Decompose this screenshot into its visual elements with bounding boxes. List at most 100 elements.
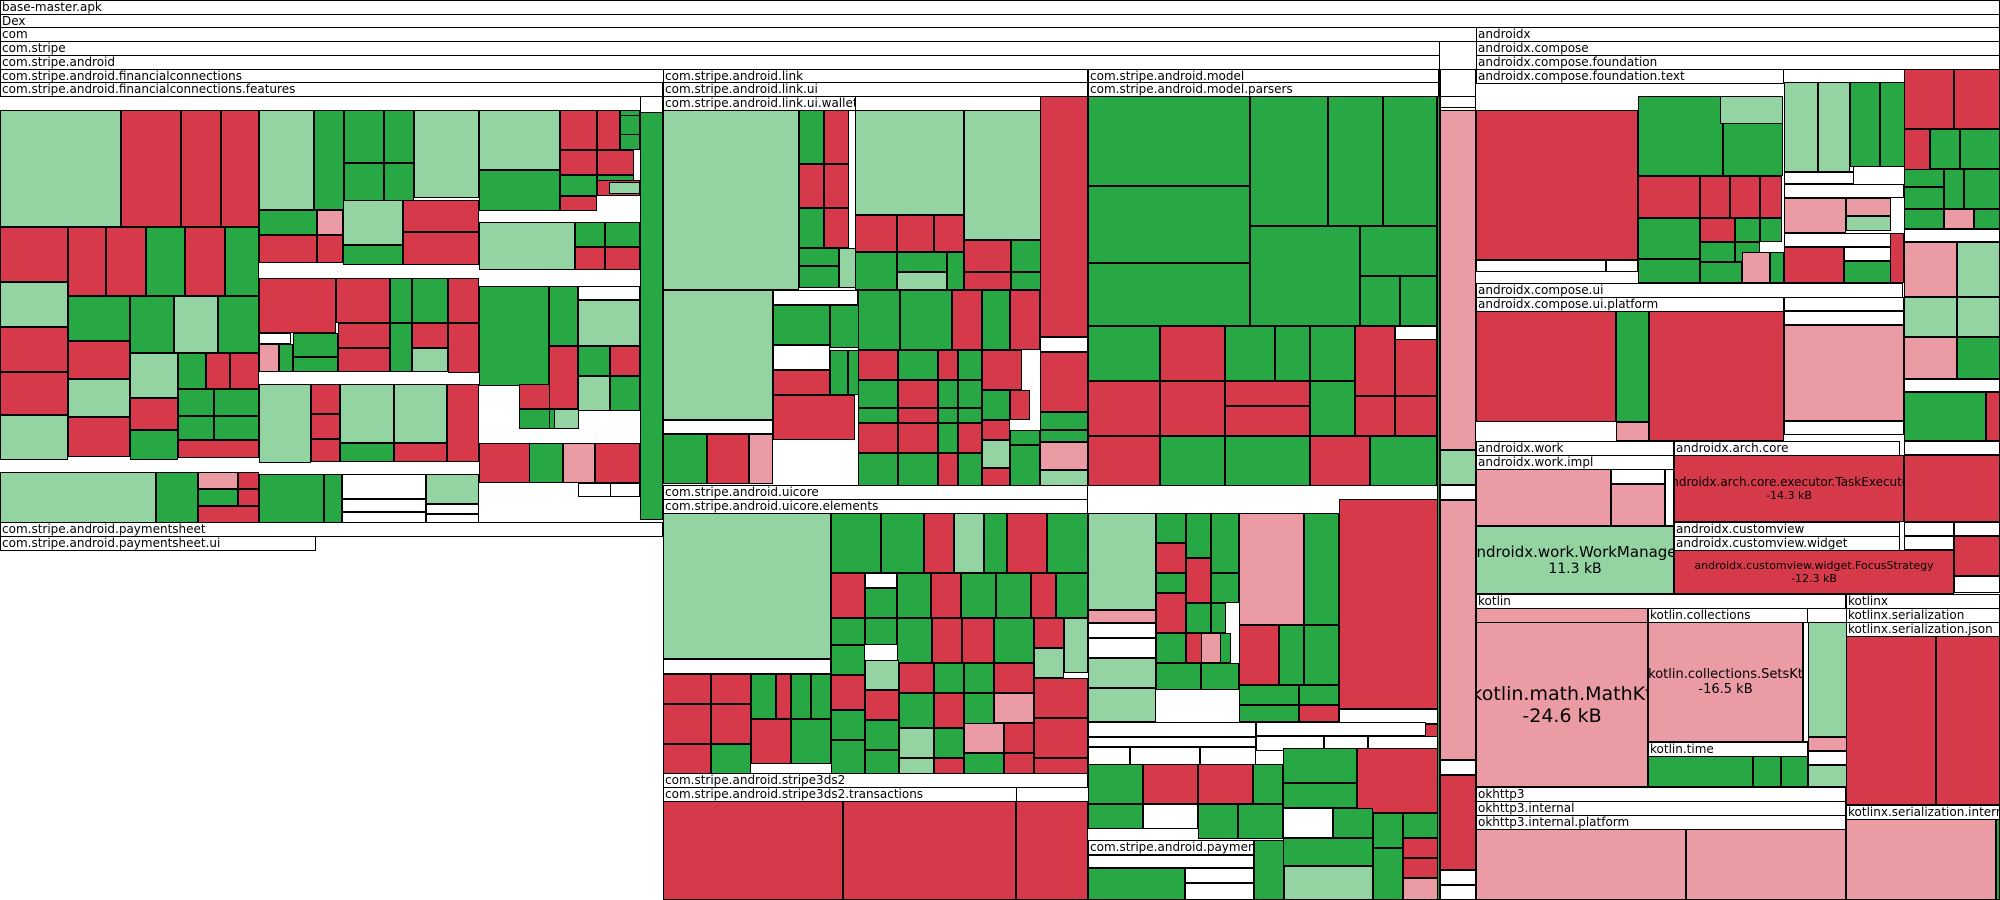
class-rect (1403, 878, 1438, 900)
class-rect (958, 380, 982, 408)
class-rect (1846, 636, 1936, 805)
class-rect (1031, 573, 1056, 618)
class-rect (1954, 536, 2000, 576)
class-rect (898, 380, 938, 408)
class-rect (858, 453, 898, 486)
class-node: androidx.work.WorkManager 11.3 kB (1476, 526, 1674, 594)
class-rect (954, 513, 984, 573)
class-rect (293, 357, 338, 372)
class-rect (1360, 226, 1437, 276)
class-rect (1250, 96, 1328, 226)
class-size: -14.3 kB (1766, 489, 1812, 502)
class-rect (881, 513, 924, 573)
class-rect (259, 333, 291, 344)
class-rect (324, 474, 342, 524)
package-label: com.stripe.android.stripe3ds2.transactio… (663, 787, 1017, 802)
class-rect (1034, 618, 1064, 648)
class-rect (958, 453, 982, 486)
class-rect (1904, 522, 1954, 536)
class-rect (1156, 543, 1186, 573)
class-rect (996, 573, 1031, 618)
class-rect (1686, 829, 1846, 900)
class-rect (479, 110, 560, 170)
class-rect (934, 663, 964, 693)
class-rect (899, 693, 934, 728)
class-rect (412, 348, 448, 372)
class-rect (1225, 326, 1275, 381)
class-rect (1986, 392, 2000, 441)
class-rect (1944, 209, 1974, 229)
class-rect (1700, 262, 1742, 283)
class-rect (1846, 216, 1891, 231)
class-rect (1143, 764, 1198, 804)
class-rect (259, 384, 311, 463)
class-rect (1201, 633, 1221, 663)
class-rect (549, 346, 578, 409)
class-rect (1373, 813, 1403, 848)
package-label: kotlin.collections (1648, 608, 1808, 623)
class-rect (982, 440, 1010, 468)
class-rect (1339, 499, 1438, 709)
class-rect (597, 110, 620, 150)
class-rect (899, 758, 934, 774)
class-rect (1004, 753, 1034, 774)
class-rect (0, 327, 68, 372)
class-rect (982, 290, 1010, 350)
class-rect (1225, 406, 1310, 436)
class-rect (865, 720, 899, 750)
class-rect (214, 416, 259, 440)
class-rect (549, 286, 578, 346)
class-rect (711, 674, 751, 704)
class-rect (1700, 218, 1735, 242)
class-node: androidx.arch.core.executor.TaskExecutor… (1674, 455, 1904, 522)
class-rect (68, 341, 130, 379)
class-rect (898, 423, 938, 453)
class-rect (605, 247, 640, 270)
package-label: okhttp3.internal (1476, 801, 1846, 816)
class-rect (938, 423, 958, 453)
class-rect (934, 758, 964, 774)
class-rect (412, 278, 448, 323)
class-rect (1225, 436, 1310, 486)
class-rect (964, 110, 1041, 240)
package-label: androidx.compose.foundation.text (1476, 69, 1784, 84)
class-rect (1440, 760, 1476, 775)
class-rect (711, 704, 751, 744)
class-rect (932, 618, 962, 663)
class-rect (1440, 110, 1476, 450)
class-rect (1299, 685, 1339, 705)
class-rect (1088, 722, 1256, 737)
class-rect (663, 290, 773, 420)
class-rect (865, 573, 897, 588)
class-rect (1186, 603, 1211, 633)
class-rect (961, 573, 996, 618)
class-rect (831, 710, 865, 740)
class-rect (1011, 272, 1041, 290)
class-rect (1784, 325, 1904, 421)
class-rect (1156, 513, 1186, 543)
class-rect (1720, 96, 1783, 124)
class-rect (799, 248, 839, 266)
package-label: com.stripe.android.model.parsers (1088, 82, 1439, 97)
class-rect (578, 286, 640, 300)
class-rect (897, 573, 931, 618)
class-size: 11.3 kB (1548, 561, 1602, 577)
class-rect (1954, 576, 2000, 593)
class-rect (1957, 337, 2000, 379)
package-label: kotlin.time (1648, 742, 1808, 757)
class-rect (1088, 623, 1156, 638)
class-rect (1904, 242, 1957, 297)
class-rect (342, 474, 426, 499)
class-rect (578, 346, 610, 376)
class-rect (1010, 290, 1040, 350)
class-rect (314, 110, 344, 210)
class-rect (1088, 436, 1160, 486)
class-rect (214, 389, 259, 416)
class-rect (1034, 758, 1088, 774)
class-rect (1143, 804, 1198, 829)
class-rect (293, 333, 338, 357)
class-rect (1440, 485, 1476, 500)
class-rect (1611, 484, 1665, 526)
class-rect (578, 300, 640, 346)
